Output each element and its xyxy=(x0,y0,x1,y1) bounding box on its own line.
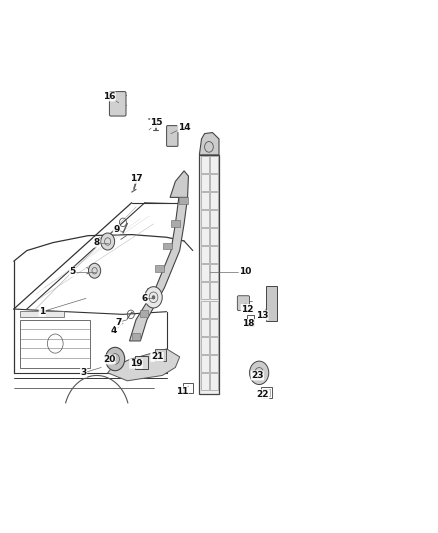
Text: 15: 15 xyxy=(150,118,163,127)
Bar xyxy=(263,389,270,396)
Bar xyxy=(201,373,209,390)
Text: 20: 20 xyxy=(103,355,115,364)
Polygon shape xyxy=(199,133,219,155)
Text: 3: 3 xyxy=(81,368,87,377)
Text: 19: 19 xyxy=(130,359,142,368)
Text: 17: 17 xyxy=(130,174,142,183)
Bar xyxy=(261,386,272,398)
Bar xyxy=(201,156,209,173)
Bar xyxy=(210,210,218,227)
Bar xyxy=(210,319,218,336)
Bar xyxy=(210,355,218,372)
Bar xyxy=(135,356,148,369)
Circle shape xyxy=(250,361,269,384)
Text: 10: 10 xyxy=(239,268,251,276)
Bar xyxy=(20,320,90,368)
Text: 21: 21 xyxy=(151,352,163,361)
Bar xyxy=(210,156,218,173)
Text: 8: 8 xyxy=(94,238,100,247)
Bar xyxy=(247,316,254,326)
Circle shape xyxy=(106,348,125,370)
Text: 5: 5 xyxy=(70,268,76,276)
Circle shape xyxy=(101,233,115,250)
Bar xyxy=(201,246,209,263)
Circle shape xyxy=(152,295,155,300)
Bar xyxy=(201,337,209,354)
Bar xyxy=(201,319,209,336)
FancyBboxPatch shape xyxy=(110,92,126,116)
Text: 11: 11 xyxy=(176,387,188,396)
Bar xyxy=(20,311,64,317)
Bar xyxy=(179,197,187,204)
Bar xyxy=(148,288,156,295)
Bar xyxy=(210,337,218,354)
Bar xyxy=(163,243,172,249)
Bar xyxy=(201,301,209,318)
Bar xyxy=(210,228,218,245)
Text: 4: 4 xyxy=(111,326,117,335)
Text: 13: 13 xyxy=(255,311,268,320)
Bar xyxy=(210,282,218,300)
Bar xyxy=(201,282,209,300)
Polygon shape xyxy=(170,171,188,197)
Circle shape xyxy=(145,287,162,308)
Bar xyxy=(210,246,218,263)
Bar xyxy=(201,264,209,281)
Bar xyxy=(140,310,148,317)
Bar xyxy=(201,174,209,191)
FancyBboxPatch shape xyxy=(237,296,250,311)
Text: 23: 23 xyxy=(251,371,264,380)
Text: 12: 12 xyxy=(241,304,254,313)
Bar xyxy=(132,333,141,340)
Text: 1: 1 xyxy=(39,307,45,316)
Bar xyxy=(201,355,209,372)
Polygon shape xyxy=(130,197,187,341)
Text: 14: 14 xyxy=(178,123,191,132)
Bar xyxy=(171,220,180,227)
Text: 16: 16 xyxy=(103,92,115,101)
Bar xyxy=(201,192,209,209)
Bar xyxy=(201,210,209,227)
Text: 6: 6 xyxy=(141,294,148,303)
Bar xyxy=(201,228,209,245)
FancyBboxPatch shape xyxy=(166,126,178,147)
Text: 7: 7 xyxy=(115,318,122,327)
Bar xyxy=(210,174,218,191)
Text: 22: 22 xyxy=(256,390,269,399)
Circle shape xyxy=(88,263,101,278)
Bar xyxy=(199,155,219,394)
Bar xyxy=(266,286,277,321)
Bar xyxy=(183,383,193,393)
Bar xyxy=(210,192,218,209)
Bar xyxy=(210,373,218,390)
Bar xyxy=(155,349,166,361)
Polygon shape xyxy=(108,349,180,381)
Bar xyxy=(210,264,218,281)
Circle shape xyxy=(205,142,213,152)
Text: 9: 9 xyxy=(113,225,120,234)
Text: 18: 18 xyxy=(243,319,255,328)
Bar xyxy=(210,301,218,318)
Bar xyxy=(155,265,164,272)
